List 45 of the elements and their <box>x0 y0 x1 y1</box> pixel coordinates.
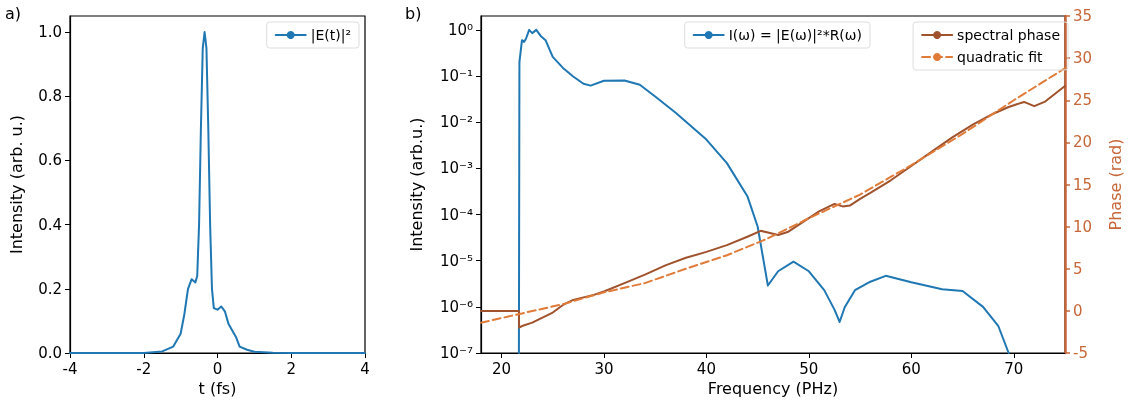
x-tick-label: 0 <box>212 359 223 378</box>
x-tick-label: 50 <box>799 359 819 378</box>
y-tick-label: 10⁻⁷ <box>439 344 473 362</box>
y2-tick-label: 20 <box>1073 133 1093 152</box>
x-tick-label: 20 <box>491 359 512 378</box>
y-tick-label: 0.0 <box>38 344 62 362</box>
y-axis-title: Intensity (arb. u.) <box>6 114 26 255</box>
x-tick-label: -2 <box>136 359 152 378</box>
x-axis-title: Frequency (PHz) <box>707 379 839 399</box>
y-tick-label: 0.8 <box>38 87 62 106</box>
x-tick-label: -4 <box>62 359 78 378</box>
chart-title: a) <box>5 3 22 23</box>
y-tick-label: 0.2 <box>38 279 62 298</box>
x-tick-label: 2 <box>286 359 297 378</box>
y-tick-label: 10⁻² <box>439 113 473 132</box>
x-axis-title: t (fs) <box>198 379 237 399</box>
y-tick-label: 10⁻¹ <box>439 67 473 86</box>
legend-label: I(ω) = |E(ω)|²*R(ω) <box>728 27 863 44</box>
x-tick-label: 40 <box>696 359 716 378</box>
y-tick-label: 1.0 <box>38 23 62 42</box>
y2-tick-label: 10 <box>1073 217 1093 236</box>
legend-label: quadratic fit <box>957 49 1043 65</box>
y-tick-label: 10⁰ <box>447 20 473 39</box>
y2-tick-label: 25 <box>1073 91 1093 110</box>
x-tick-label: 60 <box>901 359 921 378</box>
chart-title: b) <box>405 3 422 23</box>
x-tick-label: 4 <box>360 359 370 378</box>
y2-tick-label: 35 <box>1073 7 1093 25</box>
y2-tick-label: 30 <box>1073 49 1093 68</box>
y-axis-title: Intensity (arb.u.) <box>406 117 426 252</box>
y-tick-label: 10⁻³ <box>439 159 473 178</box>
legend-label: spectral phase <box>957 27 1060 43</box>
y2-axis-title: Phase (rad) <box>1105 138 1125 231</box>
x-tick-label: 30 <box>594 359 614 378</box>
y2-tick-label: -5 <box>1073 344 1088 362</box>
y2-tick-label: 15 <box>1073 175 1093 194</box>
y2-tick-label: 0 <box>1073 301 1083 320</box>
y-tick-label: 0.6 <box>38 151 62 170</box>
y-tick-label: 10⁻⁵ <box>439 251 473 270</box>
y-tick-label: 10⁻⁶ <box>439 297 473 316</box>
y-tick-label: 10⁻⁴ <box>439 205 473 224</box>
legend-label: |E(t)|² <box>310 27 352 44</box>
y-tick-label: 0.4 <box>38 215 62 234</box>
x-tick-label: 70 <box>1004 359 1024 378</box>
y2-tick-label: 5 <box>1073 259 1083 278</box>
